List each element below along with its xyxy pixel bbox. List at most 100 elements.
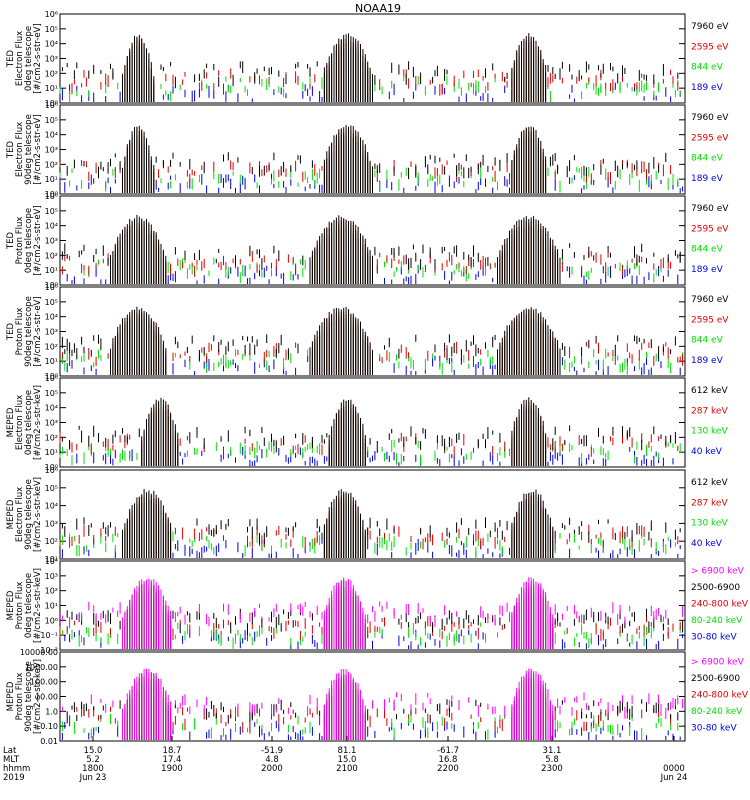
legend-entry: 612 keV	[691, 478, 728, 488]
y-tick-label: 10²	[45, 433, 58, 442]
y-axis-label-line: [#/cm2-s-str-eV]	[33, 296, 43, 366]
series-trace	[61, 219, 681, 284]
legend-entry: > 6900 keV	[691, 657, 745, 667]
series-trace	[61, 43, 681, 102]
panel-2: 10⁰ 10¹ 10² 10³ 10⁴ 10⁵ 10⁶ TED Electron Flux 90d…	[6, 101, 729, 199]
legend-entry: > 6900 keV	[691, 566, 745, 576]
y-tick-label: 100.00	[30, 678, 58, 687]
y-axis-label-line: TED	[6, 140, 16, 159]
y-axis-label-line: [#/cm2-s-str-keV]	[33, 568, 43, 643]
legend-entry: 844 eV	[691, 245, 724, 255]
x-tick-value: 81.1	[338, 746, 357, 756]
y-tick-label: 10¹	[45, 175, 58, 184]
series-trace	[61, 681, 681, 740]
y-tick-label: 10⁰	[45, 616, 58, 625]
series-trace	[61, 306, 676, 375]
legend-entry: 240-800 keV	[691, 599, 749, 609]
y-axis-label-line: [#/cm2-s-str-eV]	[33, 114, 43, 184]
y-tick-label: 10¹	[45, 84, 58, 93]
x-tick-value: 1800	[82, 764, 104, 774]
x-tick-value: 4.8	[265, 755, 279, 765]
x-row-label: Lat	[3, 746, 17, 756]
y-tick-label: 10³	[45, 328, 58, 337]
y-tick-label: 10²	[45, 160, 58, 169]
y-axis-label-line: MEPED	[6, 590, 16, 620]
legend-entry: 7960 eV	[691, 295, 729, 305]
y-tick-label: 10⁰	[45, 372, 58, 381]
y-axis-label-line: MEPED	[6, 681, 16, 711]
y-tick-label: 10⁰	[45, 190, 58, 199]
legend-entry: 844 eV	[691, 336, 724, 346]
x-tick-value: 0000	[663, 764, 685, 774]
y-tick-label: 10³	[45, 237, 58, 246]
legend-entry: 130 keV	[691, 427, 728, 437]
series-trace	[59, 400, 679, 466]
y-tick-label: 10000.00	[20, 648, 58, 657]
y-tick-label: 10⁴	[45, 404, 58, 413]
plot-title: NOAA19	[355, 2, 401, 15]
legend-entry: 2500-6900	[691, 583, 740, 593]
y-tick-label: 1000.00	[25, 663, 58, 672]
series-trace	[59, 584, 681, 649]
y-tick-label: 0.10	[40, 722, 58, 731]
panel-8: 0.01 0.10 1.0 10.00 100.00 1000.00 10000.00 MEP…	[6, 648, 749, 746]
legend-entry: 2595 eV	[691, 133, 729, 143]
y-tick-label: 10⁵	[45, 484, 58, 493]
y-tick-label: 10⁻¹	[40, 631, 58, 640]
x-tick-value: 1900	[161, 764, 183, 774]
series-trace	[59, 491, 679, 558]
legend-entry: 7960 eV	[691, 22, 729, 32]
y-tick-label: 10²	[45, 251, 58, 260]
series-trace	[69, 675, 672, 740]
x-tick-value: 15.0	[84, 746, 103, 756]
panel-7: 10⁻² 10⁻¹ 10⁰ 10¹ 10² 10³ 10⁴ MEPED Proton Flux 0…	[6, 557, 749, 655]
y-axis-label-line: Proton Flux	[15, 308, 25, 356]
legend-entry: 844 eV	[691, 63, 724, 73]
y-axis-label-line: 0deg telescope	[24, 208, 34, 273]
y-tick-label: 10²	[45, 587, 58, 596]
y-tick-label: 10⁵	[45, 298, 58, 307]
legend-entry: 2595 eV	[691, 315, 729, 325]
legend-entry: 7960 eV	[691, 204, 729, 214]
legend-entry: 2595 eV	[691, 224, 729, 234]
y-axis-label-line: MEPED	[6, 499, 16, 529]
series-trace	[61, 668, 684, 740]
y-tick-label: 1.0	[45, 707, 58, 716]
y-axis-label-line: [#/cm2-s-str-eV]	[33, 205, 43, 275]
series-trace	[61, 489, 681, 558]
y-tick-label: 10¹	[45, 602, 58, 611]
y-axis-label-line: Electron Flux	[15, 122, 25, 177]
y-tick-label: 10²	[45, 69, 58, 78]
series-trace	[61, 397, 676, 466]
legend-entry: 80-240 keV	[691, 616, 743, 626]
x-tick-value: 15.0	[338, 755, 357, 765]
legend-entry: 30-80 keV	[691, 723, 737, 733]
y-axis-label-line: Electron Flux	[15, 487, 25, 542]
y-axis-label-line: TED	[6, 49, 16, 68]
panel-6: 10¹ 10² 10³ 10⁴ 10⁵ 10⁶ MEPED Electron Flux 90de…	[6, 466, 728, 564]
y-axis-label-line: [#/cm2-s-str-keV]	[33, 659, 43, 734]
y-tick-label: 10²	[45, 342, 58, 351]
series-trace	[61, 587, 681, 649]
y-axis-label-line: TED	[6, 322, 16, 341]
y-tick-label: 10²	[45, 537, 58, 546]
y-axis-label-line: Electron Flux	[15, 395, 25, 450]
y-tick-label: 10⁵	[45, 116, 58, 125]
y-tick-label: 10⁵	[45, 389, 58, 398]
series-trace	[61, 678, 679, 740]
y-tick-label: 10⁴	[45, 40, 58, 49]
series-trace	[59, 131, 679, 193]
y-axis-label-line: [#/cm2-s-str-keV]	[33, 477, 43, 552]
y-axis-label-line: Proton Flux	[15, 673, 25, 721]
legend-entry: 189 eV	[691, 83, 724, 93]
y-tick-label: 10⁶	[45, 466, 58, 475]
x-tick-value: 18.7	[163, 746, 182, 756]
y-axis-label-line: Proton Flux	[15, 217, 25, 265]
x-tick-value: 31.1	[543, 746, 562, 756]
panel-3: 10⁰ 10¹ 10² 10³ 10⁴ 10⁵ 10⁶ TED Proton Flux 0deg …	[6, 192, 729, 290]
y-tick-label: 10⁰	[45, 281, 58, 290]
y-tick-label: 10⁶	[45, 283, 58, 292]
